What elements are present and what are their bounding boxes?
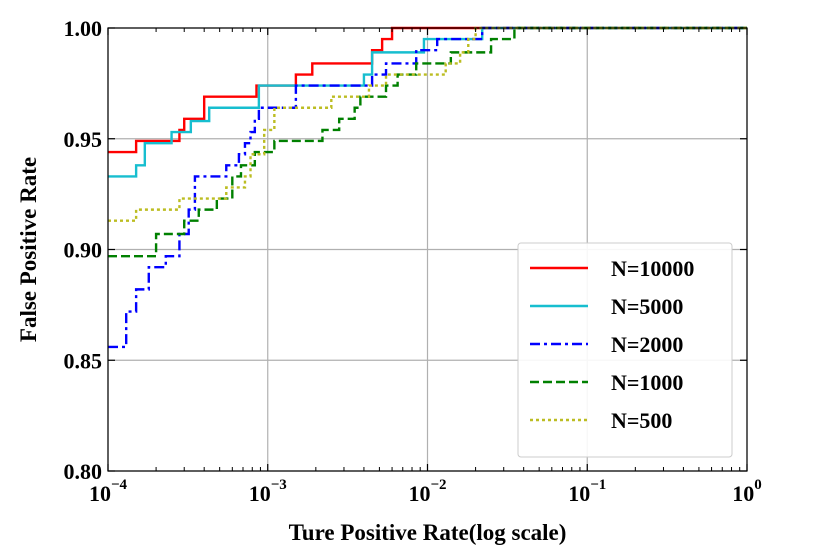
y-axis-title: False Positive Rate bbox=[16, 157, 41, 342]
x-tick-label: 10−4 bbox=[89, 477, 128, 506]
legend: N=10000 N=5000 N=2000 N=1000 N=500 bbox=[517, 242, 733, 458]
legend-label: N=5000 bbox=[611, 294, 683, 319]
x-tick-exponent: −4 bbox=[111, 477, 128, 493]
x-tick-label: 100 bbox=[732, 477, 762, 506]
x-tick-base: 10 bbox=[732, 481, 754, 506]
x-tick-exponent: 0 bbox=[754, 477, 762, 493]
legend-label: N=10000 bbox=[611, 256, 694, 281]
x-tick-base: 10 bbox=[568, 481, 590, 506]
y-tick-label: 0.80 bbox=[64, 459, 103, 484]
legend-label: N=1000 bbox=[611, 370, 683, 395]
y-tick-label: 0.95 bbox=[64, 127, 103, 152]
tick-labels: 10−4 10−3 10−2 10−1 1000.800.850.900.951.00 bbox=[64, 16, 762, 506]
series-line-n-2000 bbox=[108, 26, 747, 349]
x-tick-exponent: −3 bbox=[271, 477, 287, 493]
legend-box bbox=[517, 242, 733, 458]
x-tick-label: 10−2 bbox=[408, 477, 446, 506]
y-tick-label: 1.00 bbox=[64, 16, 103, 41]
x-tick-label: 10−3 bbox=[249, 477, 287, 506]
series-line-n-500 bbox=[108, 26, 747, 222]
legend-label: N=2000 bbox=[611, 332, 683, 357]
x-tick-base: 10 bbox=[408, 481, 430, 506]
legend-label: N=500 bbox=[611, 408, 672, 433]
y-tick-label: 0.85 bbox=[64, 348, 103, 373]
x-tick-base: 10 bbox=[249, 481, 271, 506]
series-line-n-5000 bbox=[108, 26, 747, 178]
x-tick-label: 10−1 bbox=[568, 477, 606, 506]
y-tick-label: 0.90 bbox=[64, 238, 103, 263]
x-tick-exponent: −1 bbox=[590, 477, 606, 493]
x-tick-exponent: −2 bbox=[430, 477, 446, 493]
x-axis-title: Ture Positive Rate(log scale) bbox=[289, 520, 567, 545]
plot-frame bbox=[107, 27, 748, 472]
x-tick-base: 10 bbox=[89, 481, 111, 506]
series-layer bbox=[108, 26, 747, 349]
